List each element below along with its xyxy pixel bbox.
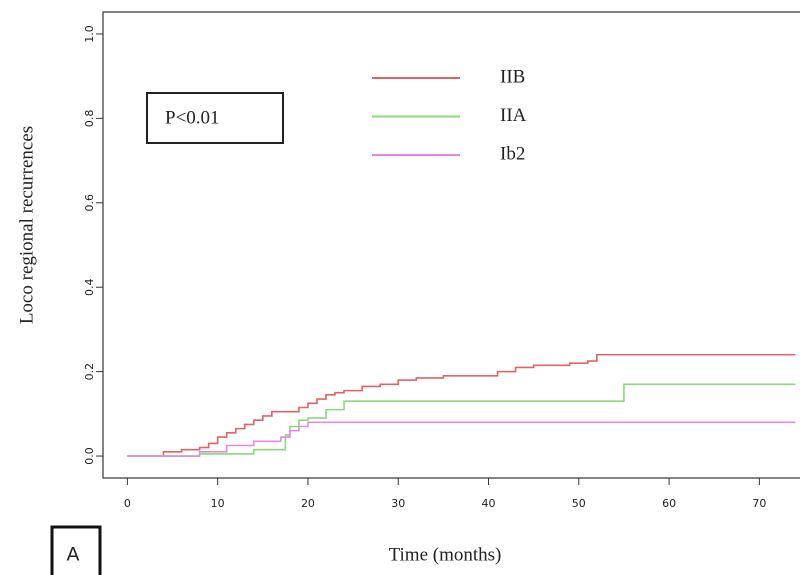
step-line — [127, 383, 796, 457]
y-tick-label: 0.4 — [83, 278, 96, 296]
step-line — [127, 421, 796, 457]
x-tick-label: 70 — [752, 497, 766, 510]
legend-label: IIA — [500, 105, 527, 126]
step-line — [127, 353, 796, 457]
x-tick-label: 40 — [482, 497, 496, 510]
legend-label: IIB — [500, 66, 525, 87]
plot-frame — [102, 11, 800, 479]
y-axis-label: Loco regional recurrences — [16, 126, 37, 324]
p-value: P<0.01 — [165, 107, 220, 128]
x-tick-label: 20 — [301, 497, 315, 510]
y-tick-label: 0.6 — [83, 194, 96, 212]
y-tick-label: 0.8 — [83, 110, 96, 128]
x-tick-label: 60 — [662, 497, 676, 510]
x-tick-label: 10 — [211, 497, 225, 510]
p-value-box — [146, 92, 284, 144]
y-tick-label: 0.0 — [83, 447, 96, 465]
x-tick-label: 50 — [572, 497, 586, 510]
panel-label: A — [67, 544, 80, 566]
y-tick-label: 0.2 — [83, 363, 96, 381]
x-tick-label: 30 — [391, 497, 405, 510]
y-tick-label: 1.0 — [83, 25, 96, 43]
legend-label: Ib2 — [500, 143, 525, 164]
panel-label-box — [50, 525, 102, 575]
x-tick-label: 0 — [124, 497, 131, 510]
x-axis-label: Time (months) — [389, 544, 502, 565]
